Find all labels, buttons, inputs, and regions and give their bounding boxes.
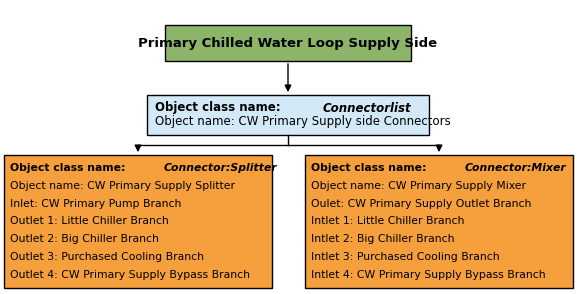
Bar: [165, 25, 411, 61]
Text: Object name: CW Primary Supply Splitter: Object name: CW Primary Supply Splitter: [10, 181, 235, 191]
Text: Intlet 2: Big Chiller Branch: Intlet 2: Big Chiller Branch: [311, 234, 455, 244]
Text: Oulet: CW Primary Supply Outlet Branch: Oulet: CW Primary Supply Outlet Branch: [311, 199, 531, 209]
Text: Outlet 1: Little Chiller Branch: Outlet 1: Little Chiller Branch: [10, 216, 168, 226]
Text: Object name: CW Primary Supply side Connectors: Object name: CW Primary Supply side Conn…: [155, 116, 451, 128]
Text: Object class name:: Object class name:: [155, 101, 285, 114]
Text: Object class name:: Object class name:: [311, 163, 430, 173]
Text: Connector:Splitter: Connector:Splitter: [164, 163, 278, 173]
Text: Intlet 1: Little Chiller Branch: Intlet 1: Little Chiller Branch: [311, 216, 464, 226]
Bar: [4, 155, 272, 288]
Text: Connector:Mixer: Connector:Mixer: [465, 163, 567, 173]
Text: Intlet 3: Purchased Cooling Branch: Intlet 3: Purchased Cooling Branch: [311, 252, 500, 262]
Bar: [147, 95, 429, 135]
Text: Connectorlist: Connectorlist: [323, 101, 411, 114]
Bar: [305, 155, 573, 288]
Text: Intlet 4: CW Primary Supply Bypass Branch: Intlet 4: CW Primary Supply Bypass Branc…: [311, 270, 546, 280]
Text: Outlet 3: Purchased Cooling Branch: Outlet 3: Purchased Cooling Branch: [10, 252, 204, 262]
Text: Primary Chilled Water Loop Supply Side: Primary Chilled Water Loop Supply Side: [138, 36, 437, 49]
Text: Inlet: CW Primary Pump Branch: Inlet: CW Primary Pump Branch: [10, 199, 181, 209]
Text: Outlet 2: Big Chiller Branch: Outlet 2: Big Chiller Branch: [10, 234, 159, 244]
Text: Object class name:: Object class name:: [10, 163, 129, 173]
Text: Outlet 4: CW Primary Supply Bypass Branch: Outlet 4: CW Primary Supply Bypass Branc…: [10, 270, 250, 280]
Text: Object name: CW Primary Supply Mixer: Object name: CW Primary Supply Mixer: [311, 181, 526, 191]
